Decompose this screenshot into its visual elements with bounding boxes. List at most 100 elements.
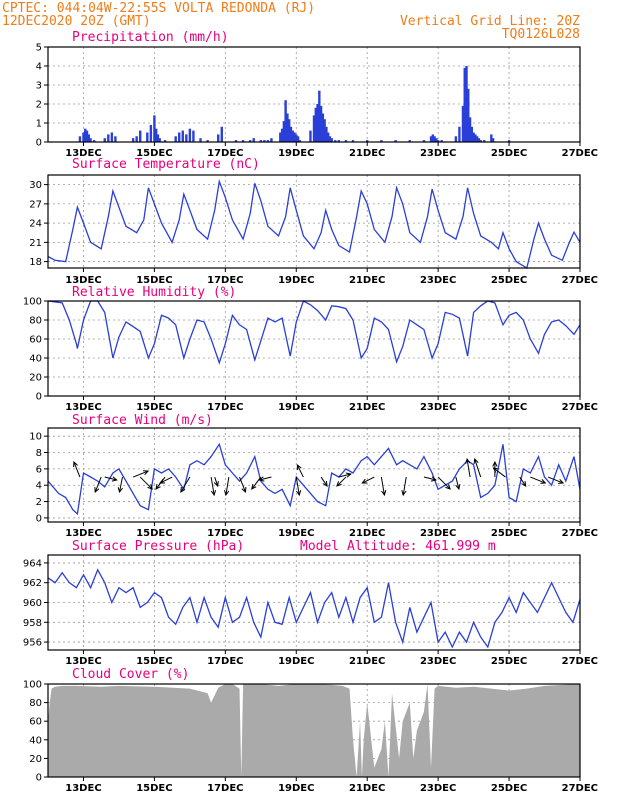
precipitation-bar (178, 132, 181, 142)
wind-arrow-shaft (380, 476, 385, 496)
wind-arrow-head (295, 490, 302, 497)
cloud-cover-ytick-label: 60 (29, 717, 42, 728)
humidity-xtick-label: 15DEC (136, 402, 172, 413)
wind-arrow-head (430, 476, 437, 482)
wind-xtick-label: 19DEC (278, 528, 314, 539)
pressure-xtick-label: 21DEC (349, 656, 385, 667)
precipitation-bar (158, 138, 161, 142)
pressure-xtick-label: 13DEC (65, 656, 101, 667)
precipitation-bar (135, 136, 138, 142)
wind-arrow-head (73, 460, 78, 468)
wind-xtick-label: 23DEC (420, 528, 456, 539)
precipitation-bar (153, 115, 156, 142)
precipitation-bar (131, 138, 135, 142)
precipitation-xtick-label: 19DEC (278, 148, 314, 159)
wind-arrow (132, 470, 150, 478)
precipitation-ytick-label: 3 (36, 81, 42, 92)
wind-arrow-shaft (474, 458, 482, 478)
wind-arrow (336, 476, 347, 487)
precipitation-bar (472, 132, 475, 142)
wind-arrow-shaft (210, 476, 215, 496)
wind-arrow (530, 476, 547, 484)
humidity-xtick-label: 25DEC (491, 402, 527, 413)
precipitation-bar (220, 126, 223, 142)
wind-arrow-shaft (225, 476, 230, 496)
pressure-xtick-label: 23DEC (420, 656, 456, 667)
wind-arrow (320, 476, 328, 487)
wind-ytick-label: 4 (36, 481, 42, 492)
pressure-xtick-label: 27DEC (562, 656, 598, 667)
wind-xtick-label: 15DEC (136, 528, 172, 539)
precipitation-bar (454, 136, 458, 142)
temperature-xtick-label: 17DEC (207, 275, 243, 286)
wind-arrow-shaft (73, 461, 81, 478)
wind-arrow-head (521, 481, 527, 487)
wind-arrow (547, 476, 565, 484)
wind-arrow (338, 472, 352, 478)
humidity-line (47, 300, 581, 365)
precipitation-bar (280, 128, 284, 142)
wind-arrow-shaft (320, 476, 328, 487)
precipitation-ytick-label: 1 (36, 119, 42, 130)
precipitation-bar (435, 138, 438, 142)
wind-arrow-shaft (118, 476, 123, 493)
wind-arrow-shaft (402, 476, 407, 496)
precipitation-bar (314, 107, 317, 142)
precipitation-bar (174, 136, 177, 142)
wind-xtick-label: 27DEC (562, 528, 598, 539)
wind-arrow-shaft (259, 476, 272, 481)
wind-arrow-shaft (466, 458, 471, 478)
wind-arrow-shaft (295, 476, 300, 496)
precipitation-bar (291, 130, 294, 142)
wind-arrow-head (94, 487, 100, 494)
wind-arrow (180, 476, 191, 493)
precipitation-bar (475, 136, 479, 142)
humidity-xtick-label: 17DEC (207, 402, 243, 413)
pressure-ytick-label: 958 (23, 618, 42, 629)
wind-arrow-head (336, 481, 342, 487)
precipitation-bar (298, 140, 302, 142)
wind-arrow-shaft (139, 476, 153, 490)
wind-arrow-shaft (336, 476, 347, 487)
precipitation-ytick-label: 0 (36, 138, 42, 149)
pressure-xtick-label: 25DEC (491, 656, 527, 667)
cloud-cover-title: Cloud Cover (%) (72, 667, 189, 682)
precipitation-bar (422, 140, 426, 142)
wind-ytick-label: 2 (36, 497, 42, 508)
precipitation-xtick-label: 27DEC (562, 148, 598, 159)
cloud-cover-xtick-label: 13DEC (65, 783, 101, 794)
cloud-cover-ytick-label: 80 (29, 698, 42, 709)
wind-panel: 0 2 4 6 8 10 13DEC 15DEC 17DEC 19DEC 21DEC 23DEC 25D… (29, 413, 598, 539)
precipitation-bar (192, 130, 195, 142)
wind-arrow-shaft (159, 476, 173, 484)
precipitation-bar (433, 136, 436, 142)
precipitation-bar (107, 134, 110, 142)
wind-arrow-head (558, 479, 565, 484)
precipitation-bar (351, 140, 355, 142)
precipitation-ytick-label: 2 (36, 100, 42, 111)
wind-arrow (361, 476, 375, 484)
precipitation-bar (87, 134, 90, 142)
wind-arrow-head (111, 476, 118, 482)
temperature-title: Surface Temperature (nC) (72, 157, 260, 172)
wind-arrow (239, 476, 247, 494)
humidity-xtick-label: 27DEC (562, 402, 598, 413)
wind-arrow-head (213, 481, 219, 488)
pressure-title: Surface Pressure (hPa) (72, 539, 244, 554)
wind-arrow-head (445, 484, 451, 490)
precipitation-bar (490, 134, 493, 142)
humidity-title: Relative Humidity (%) (72, 285, 236, 300)
pressure-subtitle: Model Altitude: 461.999 m (300, 539, 496, 554)
wind-arrow (401, 476, 407, 497)
humidity-ytick-label: 80 (29, 316, 42, 327)
humidity-ytick-label: 100 (23, 297, 42, 308)
wind-arrow (210, 476, 217, 497)
temperature-ytick-label: 30 (29, 180, 42, 191)
cloud-cover-ytick-label: 100 (23, 680, 42, 691)
cloud-cover-ytick-label: 0 (36, 773, 42, 784)
temperature-frame (47, 174, 581, 269)
wind-arrow-head (473, 457, 479, 465)
wind-arrow (423, 476, 437, 482)
precipitation-bar (181, 130, 184, 142)
